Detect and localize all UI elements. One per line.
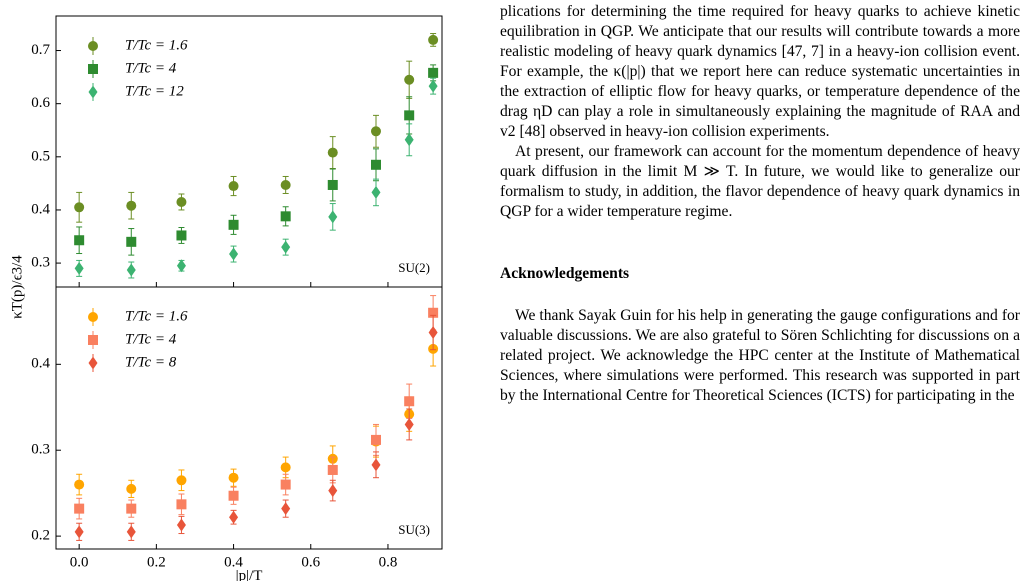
text-column: plications for determining the time requ… — [500, 2, 1020, 406]
marker — [176, 196, 187, 207]
plot-frame — [55, 15, 443, 288]
marker — [176, 259, 186, 273]
x-tick-label: 0.2 — [147, 554, 166, 570]
plot-frame — [55, 286, 443, 550]
x-tick-label: 0.8 — [379, 554, 398, 570]
marker — [280, 462, 291, 473]
legend-label: T/Tc = 1.6 — [125, 308, 188, 324]
marker — [126, 483, 137, 494]
marker — [370, 159, 381, 170]
marker — [74, 235, 85, 246]
y-tick-label: 0.6 — [31, 95, 50, 111]
x-axis-label: |p|/T — [236, 568, 263, 581]
y-tick-label: 0.4 — [31, 356, 50, 372]
x-tick-label: 0.6 — [301, 554, 320, 570]
marker — [281, 240, 291, 254]
marker — [404, 417, 414, 431]
marker — [371, 185, 381, 199]
section-heading: Acknowledgements — [500, 265, 630, 282]
marker — [404, 396, 415, 407]
marker — [370, 126, 381, 137]
marker — [228, 181, 239, 192]
marker — [126, 236, 137, 247]
marker — [126, 200, 137, 211]
marker — [428, 67, 439, 78]
y-tick-label: 0.3 — [31, 255, 50, 271]
marker — [176, 475, 187, 486]
legend-label: T/Tc = 1.6 — [125, 37, 188, 53]
y-tick-label: 0.3 — [31, 442, 50, 458]
legend-label: T/Tc = 12 — [125, 83, 184, 99]
marker — [370, 434, 381, 445]
y-tick-label: 0.5 — [31, 148, 50, 164]
marker — [280, 211, 291, 222]
marker — [428, 307, 439, 318]
marker — [228, 490, 239, 501]
legend-label: T/Tc = 8 — [125, 354, 177, 370]
marker — [404, 74, 415, 85]
marker — [280, 179, 291, 190]
marker — [74, 503, 85, 514]
marker — [328, 484, 338, 498]
marker — [428, 34, 439, 45]
marker — [428, 79, 438, 93]
marker — [74, 202, 85, 213]
figure: κT(p)/ϵ3/4 |p|/T 0.3 0.4 0.5 0.6 0.7 SU(2) T/T… — [9, 15, 443, 581]
marker — [176, 518, 186, 532]
marker — [74, 525, 84, 539]
marker — [229, 247, 239, 261]
paragraph: plications for determining the time requ… — [500, 3, 1020, 140]
marker — [281, 502, 291, 516]
panel-label: SU(2) — [398, 260, 430, 275]
y-tick-label: 0.4 — [31, 201, 50, 217]
y-tick-label: 0.2 — [31, 528, 50, 544]
marker — [327, 464, 338, 475]
x-tick-label: 0.0 — [70, 554, 89, 570]
y-axis-label: κT(p)/ϵ3/4 — [9, 255, 25, 319]
marker — [371, 458, 381, 472]
paragraph: We thank Sayak Guin for his help in gene… — [500, 307, 1020, 404]
marker — [404, 133, 414, 147]
marker — [404, 110, 415, 121]
marker — [74, 261, 84, 275]
marker — [228, 219, 239, 230]
marker — [428, 326, 438, 340]
marker — [327, 179, 338, 190]
marker — [176, 230, 187, 241]
marker — [328, 210, 338, 224]
marker — [74, 479, 85, 490]
marker — [327, 147, 338, 158]
marker — [126, 263, 136, 277]
panel-label: SU(3) — [398, 522, 430, 537]
marker — [280, 479, 291, 490]
y-tick-label: 0.7 — [31, 42, 50, 58]
paragraph: At present, our framework can account fo… — [500, 143, 1020, 220]
marker — [229, 510, 239, 524]
marker — [126, 525, 136, 539]
x-tick-label: 0.4 — [224, 554, 243, 570]
legend-label: T/Tc = 4 — [125, 331, 177, 347]
marker — [176, 499, 187, 510]
marker — [126, 503, 137, 514]
legend-label: T/Tc = 4 — [125, 60, 177, 76]
marker — [228, 472, 239, 483]
